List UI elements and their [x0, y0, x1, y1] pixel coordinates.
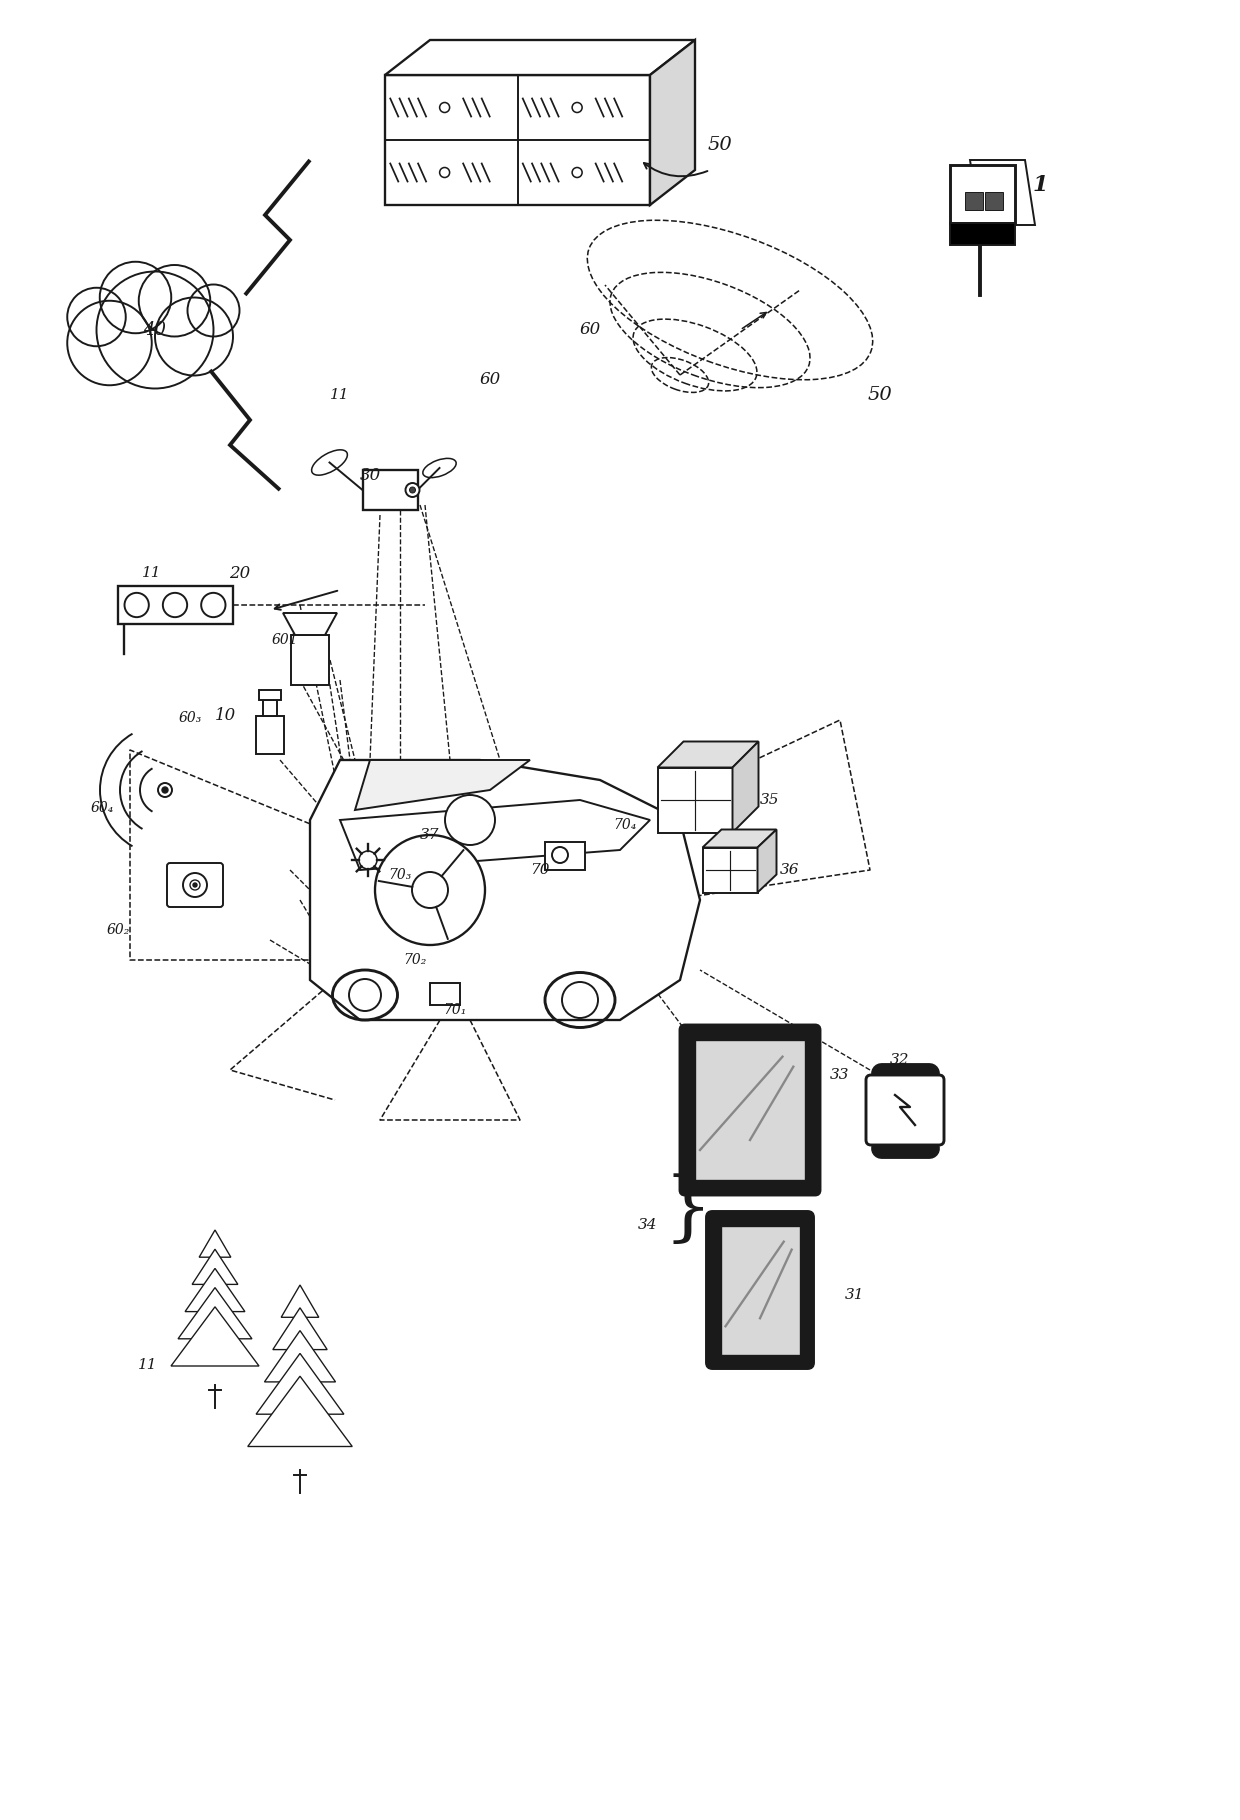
- Circle shape: [445, 795, 495, 844]
- Text: 60₄: 60₄: [91, 801, 114, 815]
- Text: 60: 60: [579, 322, 600, 339]
- Bar: [985, 191, 1003, 209]
- Circle shape: [157, 783, 172, 797]
- Bar: [118, 586, 233, 624]
- FancyBboxPatch shape: [680, 1025, 820, 1196]
- Text: 60₃: 60₃: [179, 712, 202, 724]
- Polygon shape: [200, 1230, 231, 1258]
- Text: }: }: [663, 1174, 712, 1247]
- Circle shape: [409, 488, 415, 493]
- Circle shape: [162, 786, 167, 794]
- Polygon shape: [758, 830, 776, 892]
- Polygon shape: [657, 741, 759, 768]
- Polygon shape: [355, 761, 529, 810]
- Text: 1: 1: [1032, 175, 1048, 197]
- Text: 11: 11: [143, 566, 161, 581]
- Circle shape: [440, 102, 450, 113]
- Polygon shape: [384, 40, 694, 75]
- Circle shape: [97, 271, 213, 388]
- Bar: [430, 983, 460, 1005]
- Circle shape: [360, 852, 377, 868]
- Polygon shape: [703, 830, 776, 848]
- Circle shape: [552, 846, 568, 863]
- Bar: [259, 690, 281, 701]
- Circle shape: [67, 300, 151, 386]
- Text: 50: 50: [708, 136, 733, 155]
- Polygon shape: [950, 224, 1016, 246]
- Text: 32: 32: [890, 1054, 910, 1067]
- Polygon shape: [733, 741, 759, 832]
- Text: 70: 70: [531, 863, 549, 877]
- Text: 30: 30: [360, 466, 381, 484]
- Circle shape: [187, 284, 239, 337]
- Text: 10: 10: [215, 706, 236, 724]
- Bar: [657, 768, 733, 832]
- Text: 70₁: 70₁: [444, 1003, 466, 1017]
- Polygon shape: [192, 1249, 238, 1285]
- Circle shape: [440, 167, 450, 178]
- Bar: [546, 843, 585, 870]
- Circle shape: [139, 266, 211, 337]
- Bar: [263, 701, 277, 715]
- FancyBboxPatch shape: [167, 863, 223, 906]
- Text: 31: 31: [846, 1289, 864, 1301]
- Bar: [703, 848, 758, 892]
- Polygon shape: [310, 761, 701, 1019]
- Circle shape: [184, 874, 207, 897]
- Text: 11: 11: [138, 1358, 157, 1372]
- FancyBboxPatch shape: [866, 1076, 944, 1145]
- Circle shape: [374, 835, 485, 945]
- Polygon shape: [384, 75, 650, 206]
- Text: 60₂: 60₂: [107, 923, 130, 937]
- Polygon shape: [273, 1309, 327, 1350]
- Circle shape: [190, 881, 200, 890]
- FancyBboxPatch shape: [707, 1212, 813, 1369]
- Text: 37: 37: [420, 828, 440, 843]
- Bar: [291, 635, 329, 684]
- Bar: [362, 470, 418, 510]
- Text: 35: 35: [760, 794, 780, 806]
- Polygon shape: [171, 1307, 259, 1367]
- Circle shape: [572, 102, 582, 113]
- Polygon shape: [283, 613, 337, 635]
- Text: 11: 11: [330, 388, 350, 402]
- Circle shape: [405, 482, 419, 497]
- Polygon shape: [264, 1330, 336, 1381]
- Polygon shape: [257, 1354, 343, 1414]
- Polygon shape: [950, 166, 1016, 224]
- Text: 50: 50: [868, 386, 893, 404]
- Text: 20: 20: [229, 564, 250, 582]
- Circle shape: [99, 262, 171, 333]
- Text: 70₂: 70₂: [403, 954, 427, 966]
- Text: 601: 601: [272, 633, 299, 646]
- Polygon shape: [281, 1285, 319, 1318]
- Polygon shape: [970, 160, 1035, 226]
- Circle shape: [155, 297, 233, 375]
- Circle shape: [193, 883, 197, 886]
- Circle shape: [67, 288, 125, 346]
- Text: 70₃: 70₃: [388, 868, 412, 883]
- Text: 60: 60: [480, 371, 501, 388]
- Bar: [965, 191, 983, 209]
- Polygon shape: [248, 1376, 352, 1447]
- Polygon shape: [650, 40, 694, 206]
- Bar: [694, 1039, 805, 1179]
- Circle shape: [412, 872, 448, 908]
- Polygon shape: [185, 1269, 246, 1312]
- Text: 40: 40: [144, 320, 166, 339]
- Text: 70₄: 70₄: [614, 817, 636, 832]
- Text: 36: 36: [780, 863, 800, 877]
- Bar: [255, 715, 284, 753]
- Circle shape: [572, 167, 582, 178]
- Text: 34: 34: [639, 1218, 657, 1232]
- Text: 33: 33: [831, 1068, 849, 1083]
- Polygon shape: [179, 1287, 252, 1340]
- Polygon shape: [340, 801, 650, 870]
- Bar: [720, 1225, 800, 1354]
